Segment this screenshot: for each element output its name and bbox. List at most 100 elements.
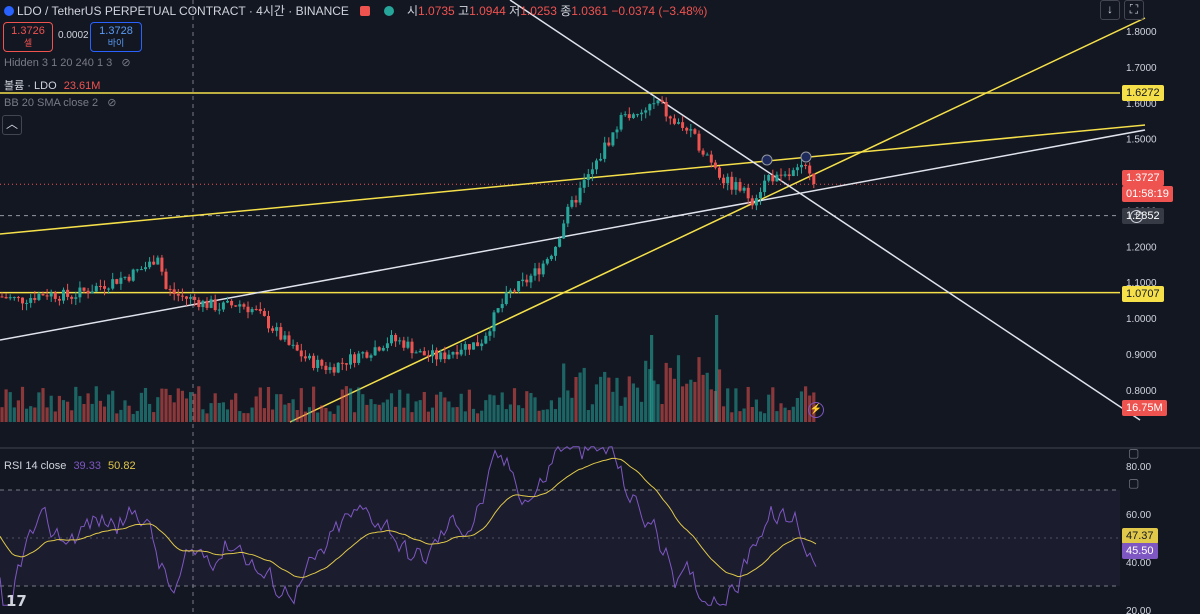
candle-body [496,308,500,313]
volume-bar [525,391,529,422]
volume-bar [373,404,377,422]
candle-body [660,100,664,102]
candle-body [508,290,512,293]
white-trendline-rising [0,129,1146,341]
hidden-indicator-row[interactable]: Hidden 3 1 20 240 1 3 ⊘ [4,56,131,69]
lightning-icon[interactable]: ⚡ [808,402,824,418]
fullscreen-button[interactable]: ⛶ [1124,0,1144,20]
volume-bar [303,411,307,422]
candle-body [148,261,152,268]
arrow-down-icon: ↓ [1107,2,1113,16]
price-axis-tick: 1.1000 [1126,278,1157,289]
candle-body [246,306,250,313]
candle-body [656,100,660,104]
candle-body [303,356,307,359]
volume-bar [287,403,291,422]
sell-button[interactable]: 1.3726 셀 [3,22,53,52]
candle-body [771,174,775,182]
volume-bar [488,394,492,422]
level-label-bottom: 1.0707 [1122,286,1164,302]
candle-body [447,354,451,360]
candle-body [804,164,808,166]
candle-body [394,334,398,342]
candle-body [812,173,816,185]
volume-bar [254,396,258,422]
candle-body [590,169,594,175]
volume-bar [250,407,254,422]
candle-body [4,296,8,299]
volume-bar [562,363,566,422]
candle-body [459,349,463,355]
volume-bar [184,398,189,422]
candle-body [41,294,45,296]
rsi-legend[interactable]: RSI 14 close 39.33 50.82 [4,460,136,472]
volume-bar [394,406,398,422]
volume-bar [779,403,783,422]
candle-body [398,340,402,342]
pane-settings-icon[interactable]: ▢ [1128,476,1140,490]
eye-hidden-icon[interactable]: ⊘ [121,57,131,69]
candle-body [472,342,475,350]
candle-body [70,296,74,299]
candle-body [238,304,242,307]
candle-body [119,277,123,284]
candle-body [615,129,619,133]
close-value: 1.0361 [571,4,608,18]
candle-body [722,177,726,184]
volume-bar [98,400,102,422]
candle-body [361,352,365,354]
collapse-legend-button[interactable]: ︿ [2,115,22,135]
buy-button[interactable]: 1.3728 바이 [90,22,142,52]
maximize-pane-icon[interactable]: ▢ [1128,446,1140,460]
candle-body [320,359,324,366]
market-status-icon [383,6,394,16]
volume-indicator-label: 볼륨 · LDO [4,80,57,92]
hidden-indicator-label: Hidden 3 1 20 240 1 3 [4,57,113,69]
bb-indicator-row[interactable]: BB 20 SMA close 2 ⊘ [4,96,116,109]
candle-body [800,164,803,168]
candle-body [385,343,389,348]
volume-indicator-row[interactable]: 볼륨 · LDO 23.61M [4,77,100,93]
volume-bar [283,404,287,422]
volume-bar [4,389,8,422]
eye-hidden-icon[interactable]: ⊘ [107,97,117,109]
volume-bar [90,403,94,422]
candle-body [779,174,783,176]
volume-bar [795,397,799,422]
candle-body [488,331,492,336]
volume-bar [676,355,681,422]
volume-bar [119,409,123,422]
candle-body [554,246,557,256]
volume-bar [328,411,332,422]
candle-body [562,223,566,239]
candle-body [705,154,709,156]
volume-bar [209,403,213,422]
candle-body [484,335,488,344]
candle-body [115,279,119,284]
volume-bar [180,390,184,422]
volume-bar [467,389,471,422]
candle-body [234,305,238,307]
price-axis-tick: 1.6000 [1126,99,1157,110]
add-alert-icon[interactable]: + [1130,210,1143,223]
candle-body [414,352,418,354]
scroll-down-button[interactable]: ↓ [1100,0,1120,20]
tradingview-logo-icon[interactable]: 17 [6,592,27,610]
candle-body [754,198,758,206]
volume-bar [541,409,545,422]
volume-bar [66,401,70,422]
flag-icon[interactable] [360,6,371,16]
yellow-trendline-upper [0,124,1146,235]
volume-bar [537,410,541,422]
symbol-title[interactable]: LDO / TetherUS PERPETUAL CONTRACT · 4시간 … [17,4,349,18]
volume-bar [353,412,357,422]
candle-body [767,174,771,181]
volume-bar [299,388,303,422]
candle-body [689,129,693,131]
volume-bar [168,395,172,422]
volume-bar [365,404,369,422]
volume-bar [767,394,771,422]
candle-body [152,261,156,265]
candle-body [775,174,779,182]
